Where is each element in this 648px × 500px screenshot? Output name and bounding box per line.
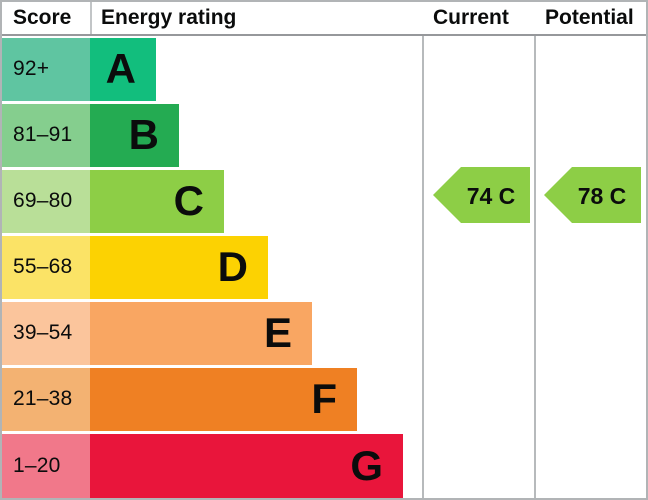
potential-rating-arrow: 78 C [544, 167, 641, 223]
current-column-divider [422, 2, 424, 498]
current-rating-arrow: 74 C [433, 167, 530, 223]
band-letter: C [173, 177, 204, 224]
band-score-range: 69–80 [2, 169, 90, 233]
band-row-b: 81–91 B [2, 102, 646, 168]
band-row-f: 21–38 F [2, 366, 646, 432]
chart-header: Score Energy rating Current Potential [2, 2, 646, 36]
band-score-range: 1–20 [2, 433, 90, 498]
potential-column-divider [534, 2, 536, 498]
band-score-range: 55–68 [2, 235, 90, 299]
band-row-d: 55–68 D [2, 234, 646, 300]
band-bar-a: A [90, 37, 156, 101]
band-letter: A [105, 45, 136, 92]
band-letter: F [311, 375, 337, 422]
band-bar-d: D [90, 235, 268, 299]
band-letter: E [263, 309, 292, 356]
band-bar-b: B [90, 103, 179, 167]
score-column-divider [90, 2, 92, 34]
band-row-g: 1–20 G [2, 432, 646, 498]
band-score-range: 81–91 [2, 103, 90, 167]
band-bar-f: F [90, 367, 357, 431]
current-column-header: Current [433, 6, 509, 29]
band-score-range: 39–54 [2, 301, 90, 365]
band-letter: G [350, 441, 383, 489]
energy-rating-column-header: Energy rating [101, 6, 237, 29]
band-letter: B [128, 111, 159, 158]
current-rating-value: 74 C [467, 183, 516, 209]
band-bar-g: G [90, 433, 403, 498]
band-bar-e: E [90, 301, 312, 365]
potential-rating-value: 78 C [578, 183, 627, 209]
band-row-c: 69–80 C [2, 168, 646, 234]
rating-bands: 92+ A 81–91 B 69–80 C 55–68 D 39–54 E 21… [2, 36, 646, 498]
band-score-range: 92+ [2, 37, 90, 101]
band-score-range: 21–38 [2, 367, 90, 431]
band-row-a: 92+ A [2, 36, 646, 102]
band-bar-c: C [90, 169, 224, 233]
potential-column-header: Potential [545, 6, 634, 29]
band-letter: D [217, 243, 248, 290]
band-row-e: 39–54 E [2, 300, 646, 366]
score-column-header: Score [13, 6, 72, 29]
